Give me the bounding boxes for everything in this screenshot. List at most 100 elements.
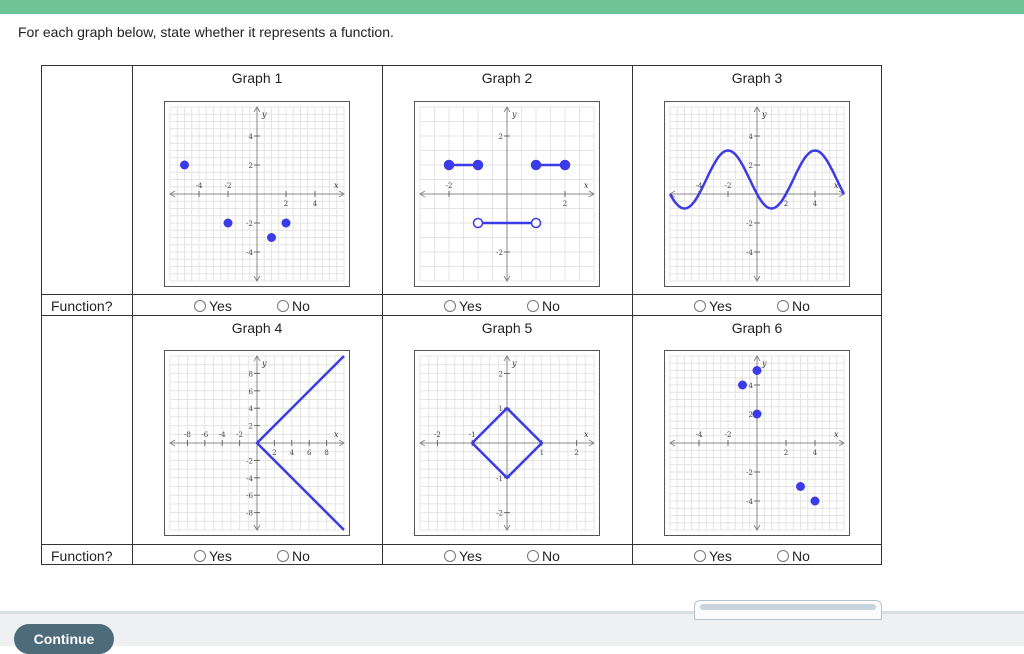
yes-label: Yes (209, 298, 232, 314)
graph-6-yes-radio[interactable]: Yes (694, 548, 732, 564)
x-tick-label: 2 (784, 200, 788, 208)
graphs-table (41, 65, 882, 565)
data-point (223, 218, 233, 228)
radio-circle-icon (777, 550, 789, 562)
x-tick-label: -4 (219, 431, 226, 439)
y-tick-label: -2 (496, 249, 503, 257)
radio-circle-icon (194, 550, 206, 562)
y-tick-label: 6 (249, 388, 254, 396)
graph-1: x y -4 -2 2 4 4 2 -2 -4 (164, 101, 350, 287)
row-divider (42, 544, 881, 545)
curve-line (668, 149, 846, 210)
graph-5-title: Graph 5 (481, 320, 533, 336)
x-axis-arrows (169, 190, 345, 198)
y-tick-label: 4 (749, 133, 754, 141)
graph-1-yes-radio[interactable]: Yes (194, 298, 232, 314)
graph-5-no-radio[interactable]: No (527, 548, 560, 564)
answer-panel-tab[interactable] (694, 600, 882, 620)
x-axis-arrows (419, 439, 595, 447)
x-tick-label: 2 (784, 449, 788, 457)
y-tick-label: 2 (249, 162, 253, 170)
no-label: No (292, 548, 310, 564)
y-axis-label: y (761, 359, 767, 368)
x-tick-label: -2 (236, 431, 243, 439)
graph-4-no-radio[interactable]: No (277, 548, 310, 564)
data-point (267, 233, 276, 242)
x-tick-label: 4 (813, 200, 818, 208)
graph-2-title: Graph 2 (481, 70, 533, 86)
data-point (796, 482, 805, 491)
data-point (180, 160, 189, 170)
row-divider (42, 294, 881, 295)
graph-3: x y -4 -2 2 4 4 2 -2 -4 (664, 101, 850, 287)
y-axis-arrows (253, 355, 261, 531)
answer-panel-handle (700, 604, 876, 610)
y-tick-label: -6 (246, 492, 253, 500)
open-endpoint (530, 217, 542, 229)
graph-5: x y -2 -1 1 2 2 1 -1 -2 (414, 350, 600, 536)
y-tick-label: 2 (749, 411, 753, 419)
radio-circle-icon (194, 300, 206, 312)
yes-label: Yes (459, 548, 482, 564)
no-label: No (792, 298, 810, 314)
x-tick-label: 1 (540, 449, 544, 457)
radio-circle-icon (277, 300, 289, 312)
closed-endpoint (530, 159, 542, 171)
question-prompt: For each graph below, state whether it r… (18, 24, 394, 40)
closed-endpoint (443, 159, 455, 171)
x-axis-label: x (834, 430, 839, 439)
graph-4-yes-radio[interactable]: Yes (194, 548, 232, 564)
graph-3-yes-radio[interactable]: Yes (694, 298, 732, 314)
radio-circle-icon (444, 550, 456, 562)
x-tick-label: 2 (272, 449, 276, 457)
y-tick-label: 2 (499, 370, 503, 378)
graph-plot: xy-2242-2-4 (414, 101, 600, 287)
data-point (281, 218, 291, 228)
y-axis-label: y (511, 110, 517, 119)
graph-plot: x y -8 -6 -4 -2 2 4 6 8 8 6 4 2 -2 -4 -6 -8 (164, 350, 350, 536)
y-axis-label: y (261, 110, 267, 119)
no-label: No (292, 298, 310, 314)
graph-6-title: Graph 6 (731, 320, 783, 336)
x-axis-arrows (169, 439, 345, 447)
y-tick-label: -8 (246, 510, 253, 518)
x-tick-label: -8 (184, 431, 191, 439)
graph-2-no-radio[interactable]: No (527, 298, 560, 314)
graph-5-yes-radio[interactable]: Yes (444, 548, 482, 564)
y-axis-arrows (253, 106, 261, 282)
yes-label: Yes (459, 298, 482, 314)
y-tick-label: 1 (499, 405, 503, 413)
graph-1-title: Graph 1 (231, 70, 283, 86)
y-tick-label: -1 (496, 475, 503, 483)
row-divider (42, 315, 881, 316)
y-tick-label: -2 (246, 220, 253, 228)
data-point (738, 380, 747, 390)
graph-3-no-radio[interactable]: No (777, 298, 810, 314)
x-tick-label: 4 (290, 449, 295, 457)
x-tick-label: 8 (324, 449, 328, 457)
function-row-label: Function? (51, 298, 113, 314)
y-tick-label: -4 (746, 498, 753, 506)
graph-1-no-radio[interactable]: No (277, 298, 310, 314)
x-axis-label: x (584, 430, 589, 439)
x-tick-label: 4 (813, 449, 818, 457)
x-axis-arrows (419, 190, 595, 198)
y-tick-label: -4 (246, 475, 253, 483)
radio-circle-icon (694, 550, 706, 562)
x-tick-label: 2 (563, 200, 567, 208)
graph-2-yes-radio[interactable]: Yes (444, 298, 482, 314)
x-axis-label: x (334, 181, 339, 190)
open-endpoint (472, 217, 484, 229)
y-tick-label: 2 (499, 133, 503, 141)
graph-6-no-radio[interactable]: No (777, 548, 810, 564)
continue-button[interactable]: Continue (14, 624, 114, 654)
no-label: No (542, 548, 560, 564)
x-tick-label: -6 (201, 431, 208, 439)
curve-line (255, 355, 345, 531)
no-label: No (542, 298, 560, 314)
y-tick-label: -2 (746, 469, 753, 477)
y-tick-label: -2 (746, 220, 753, 228)
yes-label: Yes (709, 548, 732, 564)
y-tick-label: -4 (746, 249, 753, 257)
x-tick-label: -2 (725, 431, 732, 439)
